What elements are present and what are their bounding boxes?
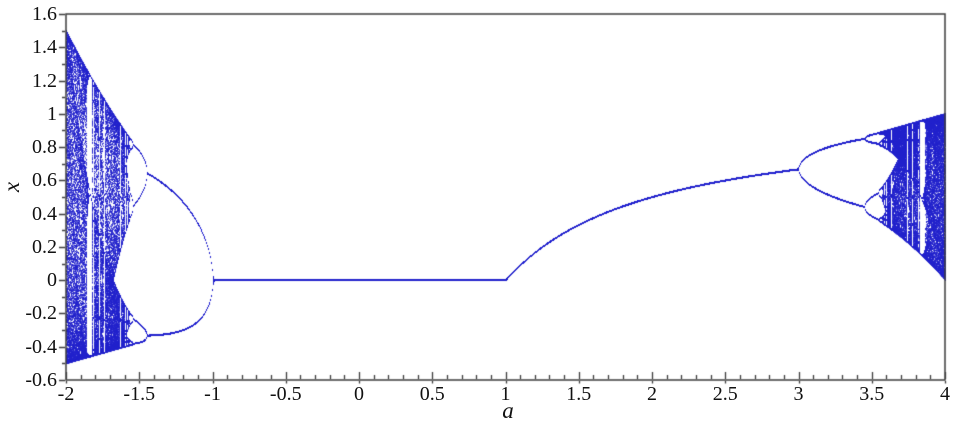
y-tick-label: 0.6: [32, 169, 57, 192]
y-tick-label: 0.2: [32, 235, 57, 258]
y-tick-label: 1.2: [32, 69, 57, 92]
x-tick-label: 0: [354, 383, 364, 405]
y-tick-label: 1.4: [32, 36, 57, 59]
x-axis-title: a: [502, 398, 514, 423]
y-axis-title: x: [0, 181, 24, 193]
x-tick-label: 2.5: [712, 383, 738, 405]
y-tick-label: 0.8: [32, 136, 57, 159]
x-tick-label: 1: [500, 383, 511, 405]
x-tick-label: 3.5: [859, 383, 885, 405]
y-tick-label: 1.6: [32, 3, 57, 25]
x-tick-label: 2: [647, 383, 657, 405]
x-tick-label: 0.5: [419, 383, 445, 405]
y-tick-label: -0.4: [25, 335, 57, 358]
x-tick-label: 1.5: [566, 383, 592, 405]
y-tick-label: 0.4: [32, 202, 57, 225]
x-tick-label: 3: [793, 383, 804, 405]
y-tick-label: -0.2: [25, 302, 57, 325]
y-tick-label: 0: [47, 269, 57, 292]
x-tick-label: 4: [940, 383, 950, 405]
x-tick-label: -2: [57, 383, 75, 405]
y-tick-label: -0.6: [25, 369, 57, 391]
x-tick-label: -1.5: [123, 383, 156, 405]
y-tick-label: 1: [47, 102, 57, 125]
x-tick-label: -1: [204, 383, 221, 405]
x-tick-label: -0.5: [269, 383, 302, 405]
